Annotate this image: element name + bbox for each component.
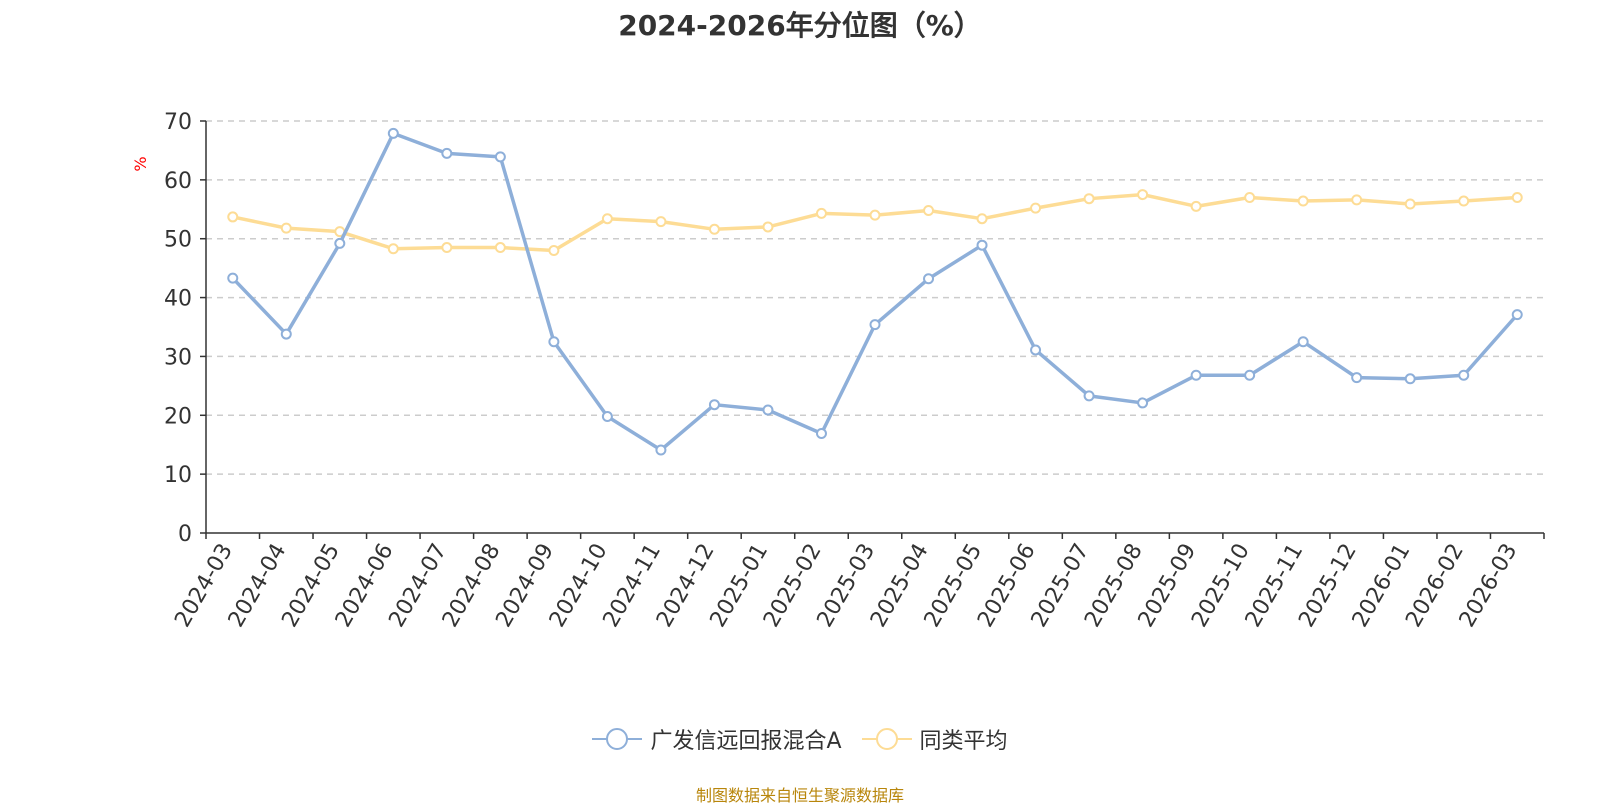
series-line <box>232 192 1518 253</box>
legend-item[interactable]: 广发信远回报混合A <box>592 723 842 755</box>
source-note: 制图数据来自恒生聚源数据库 <box>695 786 904 805</box>
data-point <box>923 273 935 285</box>
data-point <box>762 404 774 416</box>
data-point <box>1458 195 1470 207</box>
data-point <box>1351 194 1363 206</box>
data-point <box>227 211 239 223</box>
data-point <box>708 223 720 235</box>
data-point <box>1458 369 1470 381</box>
series-lines <box>227 127 1523 456</box>
data-point <box>815 207 827 219</box>
data-point <box>869 319 881 331</box>
y-axis-label: % <box>131 156 150 171</box>
data-point <box>387 243 399 255</box>
y-tick-label: 0 <box>178 522 192 547</box>
data-point <box>1511 192 1523 204</box>
data-point <box>1030 344 1042 356</box>
data-point <box>1244 369 1256 381</box>
data-point <box>334 237 346 249</box>
data-point <box>923 204 935 216</box>
y-tick-label: 20 <box>164 404 192 429</box>
data-point <box>548 336 560 348</box>
data-point <box>494 242 506 254</box>
grid-lines <box>206 120 1544 475</box>
y-tick-label: 30 <box>164 345 192 370</box>
data-point <box>976 213 988 225</box>
data-point <box>1404 198 1416 210</box>
data-point <box>976 239 988 251</box>
data-point <box>655 444 667 456</box>
data-point <box>815 428 827 440</box>
legend-label: 广发信远回报混合A <box>650 729 842 754</box>
data-point <box>1297 195 1309 207</box>
data-point <box>1190 369 1202 381</box>
data-point <box>1137 397 1149 409</box>
legend: 广发信远回报混合A 同类平均 <box>0 723 1600 755</box>
data-point <box>1030 202 1042 214</box>
data-point <box>494 151 506 163</box>
data-point <box>280 328 292 340</box>
legend-label: 同类平均 <box>919 729 1008 754</box>
data-point <box>601 213 613 225</box>
data-point <box>1190 200 1202 212</box>
data-point <box>1083 193 1095 205</box>
data-point <box>1083 390 1095 402</box>
data-point <box>1511 309 1523 321</box>
data-point <box>280 222 292 234</box>
data-point <box>1351 372 1363 384</box>
legend-swatch-icon <box>861 728 912 750</box>
y-tick-label: 40 <box>164 287 192 312</box>
data-point <box>1404 373 1416 385</box>
legend-item[interactable]: 同类平均 <box>861 723 1008 755</box>
data-point <box>1137 189 1149 201</box>
legend-swatch-marker <box>606 728 629 750</box>
data-point <box>1244 192 1256 204</box>
data-point <box>441 242 453 254</box>
y-tick-label: 60 <box>164 169 192 194</box>
y-tick-label: 70 <box>164 110 192 135</box>
data-point <box>601 410 613 422</box>
data-point <box>1297 336 1309 348</box>
y-tick-label: 10 <box>164 463 192 488</box>
data-point <box>869 209 881 221</box>
data-point <box>548 244 560 256</box>
series-line <box>231 131 1519 452</box>
legend-swatch-marker <box>875 728 898 750</box>
y-tick-label: 50 <box>164 228 192 253</box>
chart-title: 2024-2026年分位图（%） <box>618 9 982 42</box>
legend-swatch-icon <box>592 728 643 750</box>
data-point <box>708 399 720 411</box>
data-point <box>387 127 399 139</box>
data-point <box>762 221 774 233</box>
data-point <box>655 216 667 228</box>
data-point <box>441 147 453 159</box>
data-point <box>227 272 239 284</box>
